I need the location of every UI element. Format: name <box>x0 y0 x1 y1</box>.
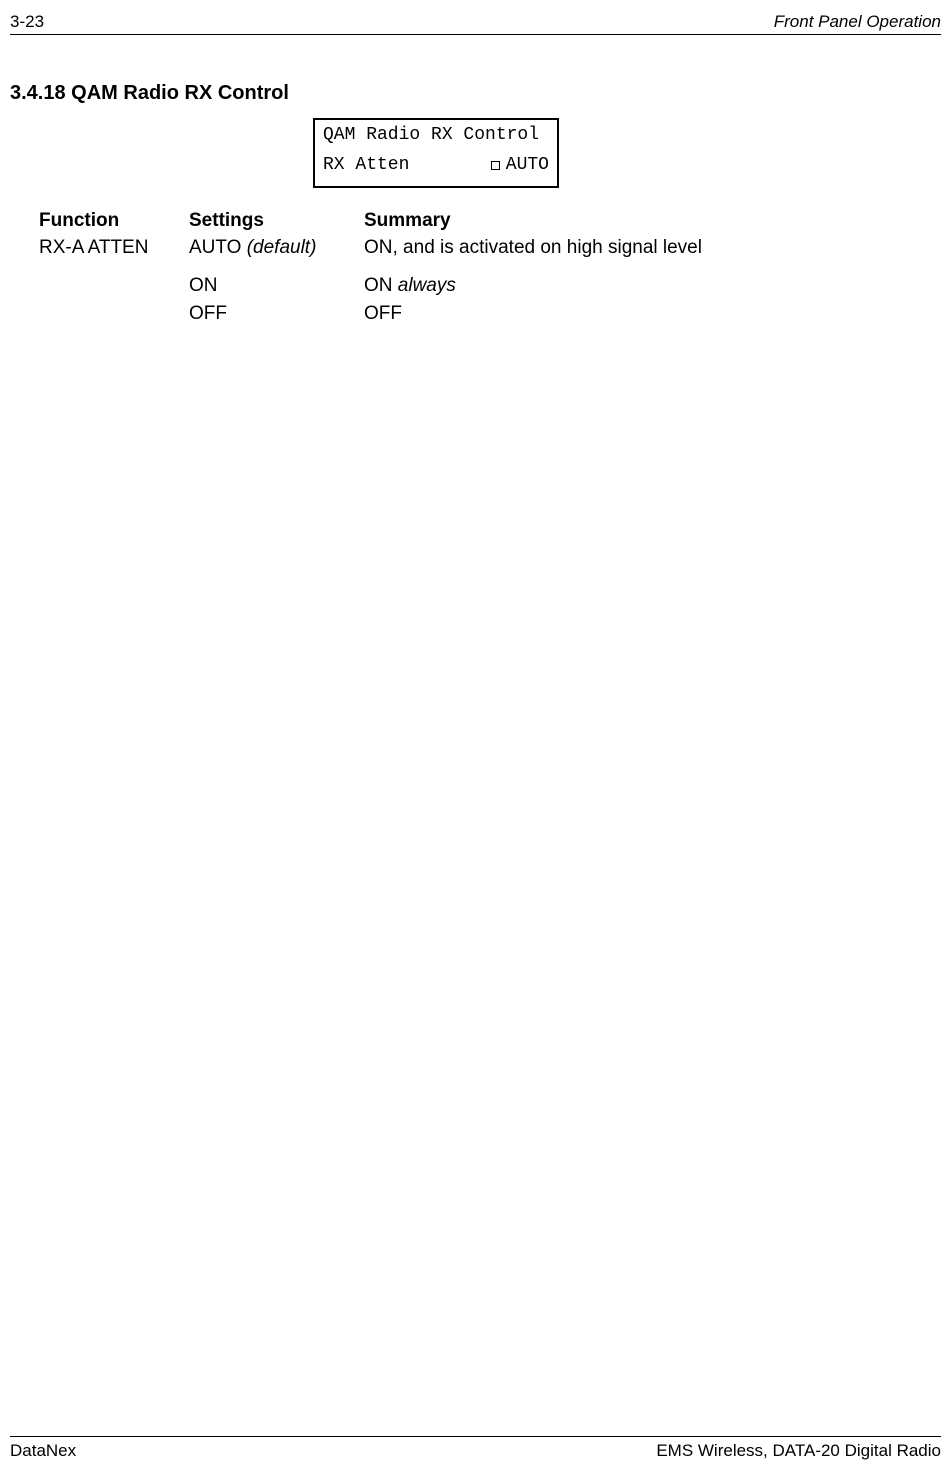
cell-setting: ON <box>189 274 364 298</box>
lcd-display-box: QAM Radio RX Control RX Atten AUTO <box>313 118 559 188</box>
lcd-param-value: AUTO <box>506 155 549 175</box>
header-function: Function <box>39 210 189 232</box>
footer-rule <box>10 1436 941 1437</box>
lcd-param-value-group: AUTO <box>491 155 549 175</box>
cell-setting: AUTO (default) <box>189 236 364 260</box>
table-row: ON ON always <box>39 274 931 298</box>
table-header-row: Function Settings Summary <box>39 210 931 232</box>
section-number: 3.4.18 <box>10 82 66 104</box>
section-title: QAM Radio RX Control <box>71 82 289 104</box>
cell-summary: ON, and is activated on high signal leve… <box>364 236 931 260</box>
cursor-marker-icon <box>491 161 500 170</box>
cell-function <box>39 302 189 326</box>
header-section-title: Front Panel Operation <box>774 12 941 32</box>
settings-table: Function Settings Summary RX-A ATTEN AUT… <box>39 210 931 325</box>
page: 3-23 Front Panel Operation 3.4.18 QAM Ra… <box>0 0 951 1471</box>
cell-setting: OFF <box>189 302 364 326</box>
header-settings: Settings <box>189 210 364 232</box>
summary-italic: always <box>398 275 456 296</box>
lcd-line-1: QAM Radio RX Control <box>323 125 549 145</box>
table-row: RX-A ATTEN AUTO (default) ON, and is act… <box>39 236 931 260</box>
cell-summary: OFF <box>364 302 931 326</box>
page-header: 3-23 Front Panel Operation <box>10 12 941 32</box>
footer-right: EMS Wireless, DATA-20 Digital Radio <box>656 1441 941 1461</box>
page-footer: DataNex EMS Wireless, DATA-20 Digital Ra… <box>10 1441 941 1461</box>
section-heading: 3.4.18 QAM Radio RX Control <box>10 82 289 105</box>
setting-value: AUTO <box>189 237 241 258</box>
lcd-line-2: RX Atten AUTO <box>323 155 549 175</box>
summary-text: ON <box>364 275 398 296</box>
table-row: OFF OFF <box>39 302 931 326</box>
footer-left: DataNex <box>10 1441 76 1461</box>
cell-function <box>39 274 189 298</box>
cell-summary: ON always <box>364 274 931 298</box>
lcd-param-label: RX Atten <box>323 155 409 175</box>
setting-note: (default) <box>241 237 316 258</box>
cell-function: RX-A ATTEN <box>39 236 189 260</box>
header-page-number: 3-23 <box>10 12 44 32</box>
header-summary: Summary <box>364 210 931 232</box>
header-rule <box>10 34 941 35</box>
